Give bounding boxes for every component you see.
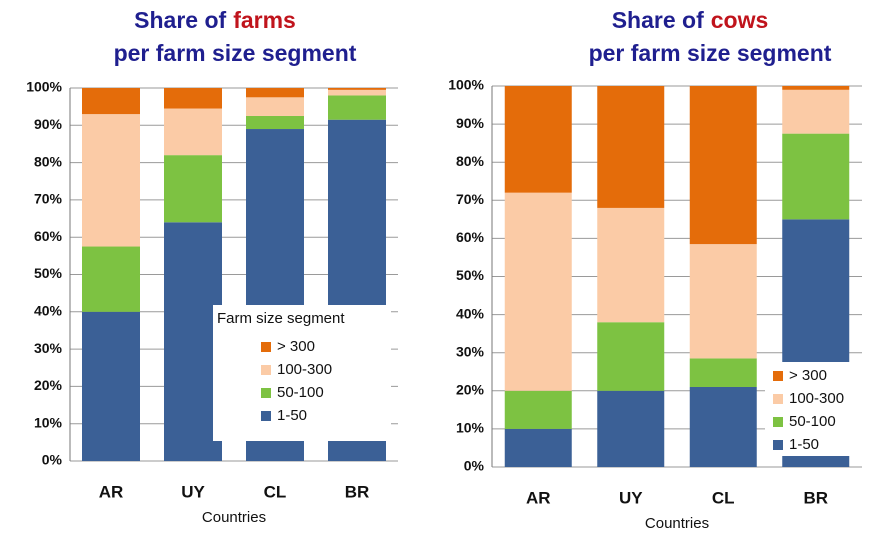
y-tick-label: 0% [464,458,485,474]
y-tick-label: 10% [456,420,485,436]
y-tick-label: 40% [456,305,485,321]
y-tick-label: 30% [456,343,485,359]
title-prefix: Share of [612,7,704,33]
y-tick-label: 60% [34,228,63,244]
bar-segment [782,133,850,220]
bar-segment [82,88,140,115]
legend-swatch [261,388,271,398]
legend-swatch [773,417,783,427]
bar-segment [689,386,757,467]
y-tick-label: 100% [26,79,62,95]
bar-segment [504,390,572,429]
legend-label: 50-100 [789,413,836,430]
legend-label: 100-300 [789,390,844,407]
legend-box [213,305,391,441]
y-tick-label: 100% [448,77,484,93]
bar-segment [504,428,572,467]
bar-segment [246,115,304,130]
bar-segment [597,322,665,391]
legend-swatch [261,365,271,375]
legend-swatch [261,342,271,352]
bar-segment [246,88,304,98]
bar-segment [504,86,572,193]
x-axis-label: Countries [202,509,266,526]
x-tick-label: CL [712,488,735,507]
chart-subtitle: per farm size segment [114,40,357,66]
x-tick-label: BR [345,482,370,501]
x-tick-label: CL [264,482,287,501]
bar-segment [164,108,222,156]
y-tick-label: 60% [456,229,485,245]
y-tick-label: 50% [456,267,485,283]
bar-segment [82,246,140,312]
title-highlight: cows [711,7,769,33]
y-tick-label: 80% [34,153,63,169]
bar-segment [597,390,665,467]
legend-title: Farm size segment [217,310,345,327]
bar-segment [82,311,140,461]
y-tick-label: 40% [34,303,63,319]
y-tick-label: 0% [42,452,63,468]
y-tick-label: 30% [34,340,63,356]
legend-swatch [773,371,783,381]
x-tick-label: UY [181,482,205,501]
legend-label: 100-300 [277,361,332,378]
bar-segment [164,222,222,461]
chart-title: Share of cows [612,7,769,33]
legend-swatch [261,411,271,421]
bar-segment [689,358,757,387]
x-tick-label: AR [99,482,124,501]
x-axis-label: Countries [645,515,709,532]
y-tick-label: 20% [456,382,485,398]
x-tick-label: UY [619,488,643,507]
y-tick-label: 50% [34,265,63,281]
x-tick-label: AR [526,488,551,507]
bar-segment [164,88,222,109]
legend-label: 50-100 [277,384,324,401]
bar-segment [504,192,572,391]
bar-segment [597,207,665,323]
legend-label: > 300 [789,367,827,384]
legend-swatch [773,440,783,450]
bar-segment [328,95,386,120]
legend-swatch [773,394,783,404]
legend-label: 1-50 [789,436,819,453]
bar-segment [328,88,386,90]
bar-segment [328,89,386,96]
bar-segment [689,86,757,245]
bar-segment [782,89,850,134]
chart-subtitle: per farm size segment [589,40,832,66]
bar-segment [164,155,222,223]
legend-label: > 300 [277,338,315,355]
title-prefix: Share of [134,7,226,33]
y-tick-label: 80% [456,153,485,169]
y-tick-label: 20% [34,377,63,393]
chart-title: Share of farms [134,7,296,33]
bar-segment [782,86,850,90]
bar-segment [689,244,757,359]
legend-label: 1-50 [277,407,307,424]
y-tick-label: 10% [34,414,63,430]
bar-segment [82,114,140,247]
y-tick-label: 90% [34,116,63,132]
bar-segment [246,97,304,116]
x-tick-label: BR [803,488,828,507]
y-tick-label: 70% [456,191,485,207]
title-highlight: farms [233,7,296,33]
legend-box [765,362,877,456]
bar-segment [597,86,665,208]
y-tick-label: 70% [34,191,63,207]
y-tick-label: 90% [456,115,485,131]
